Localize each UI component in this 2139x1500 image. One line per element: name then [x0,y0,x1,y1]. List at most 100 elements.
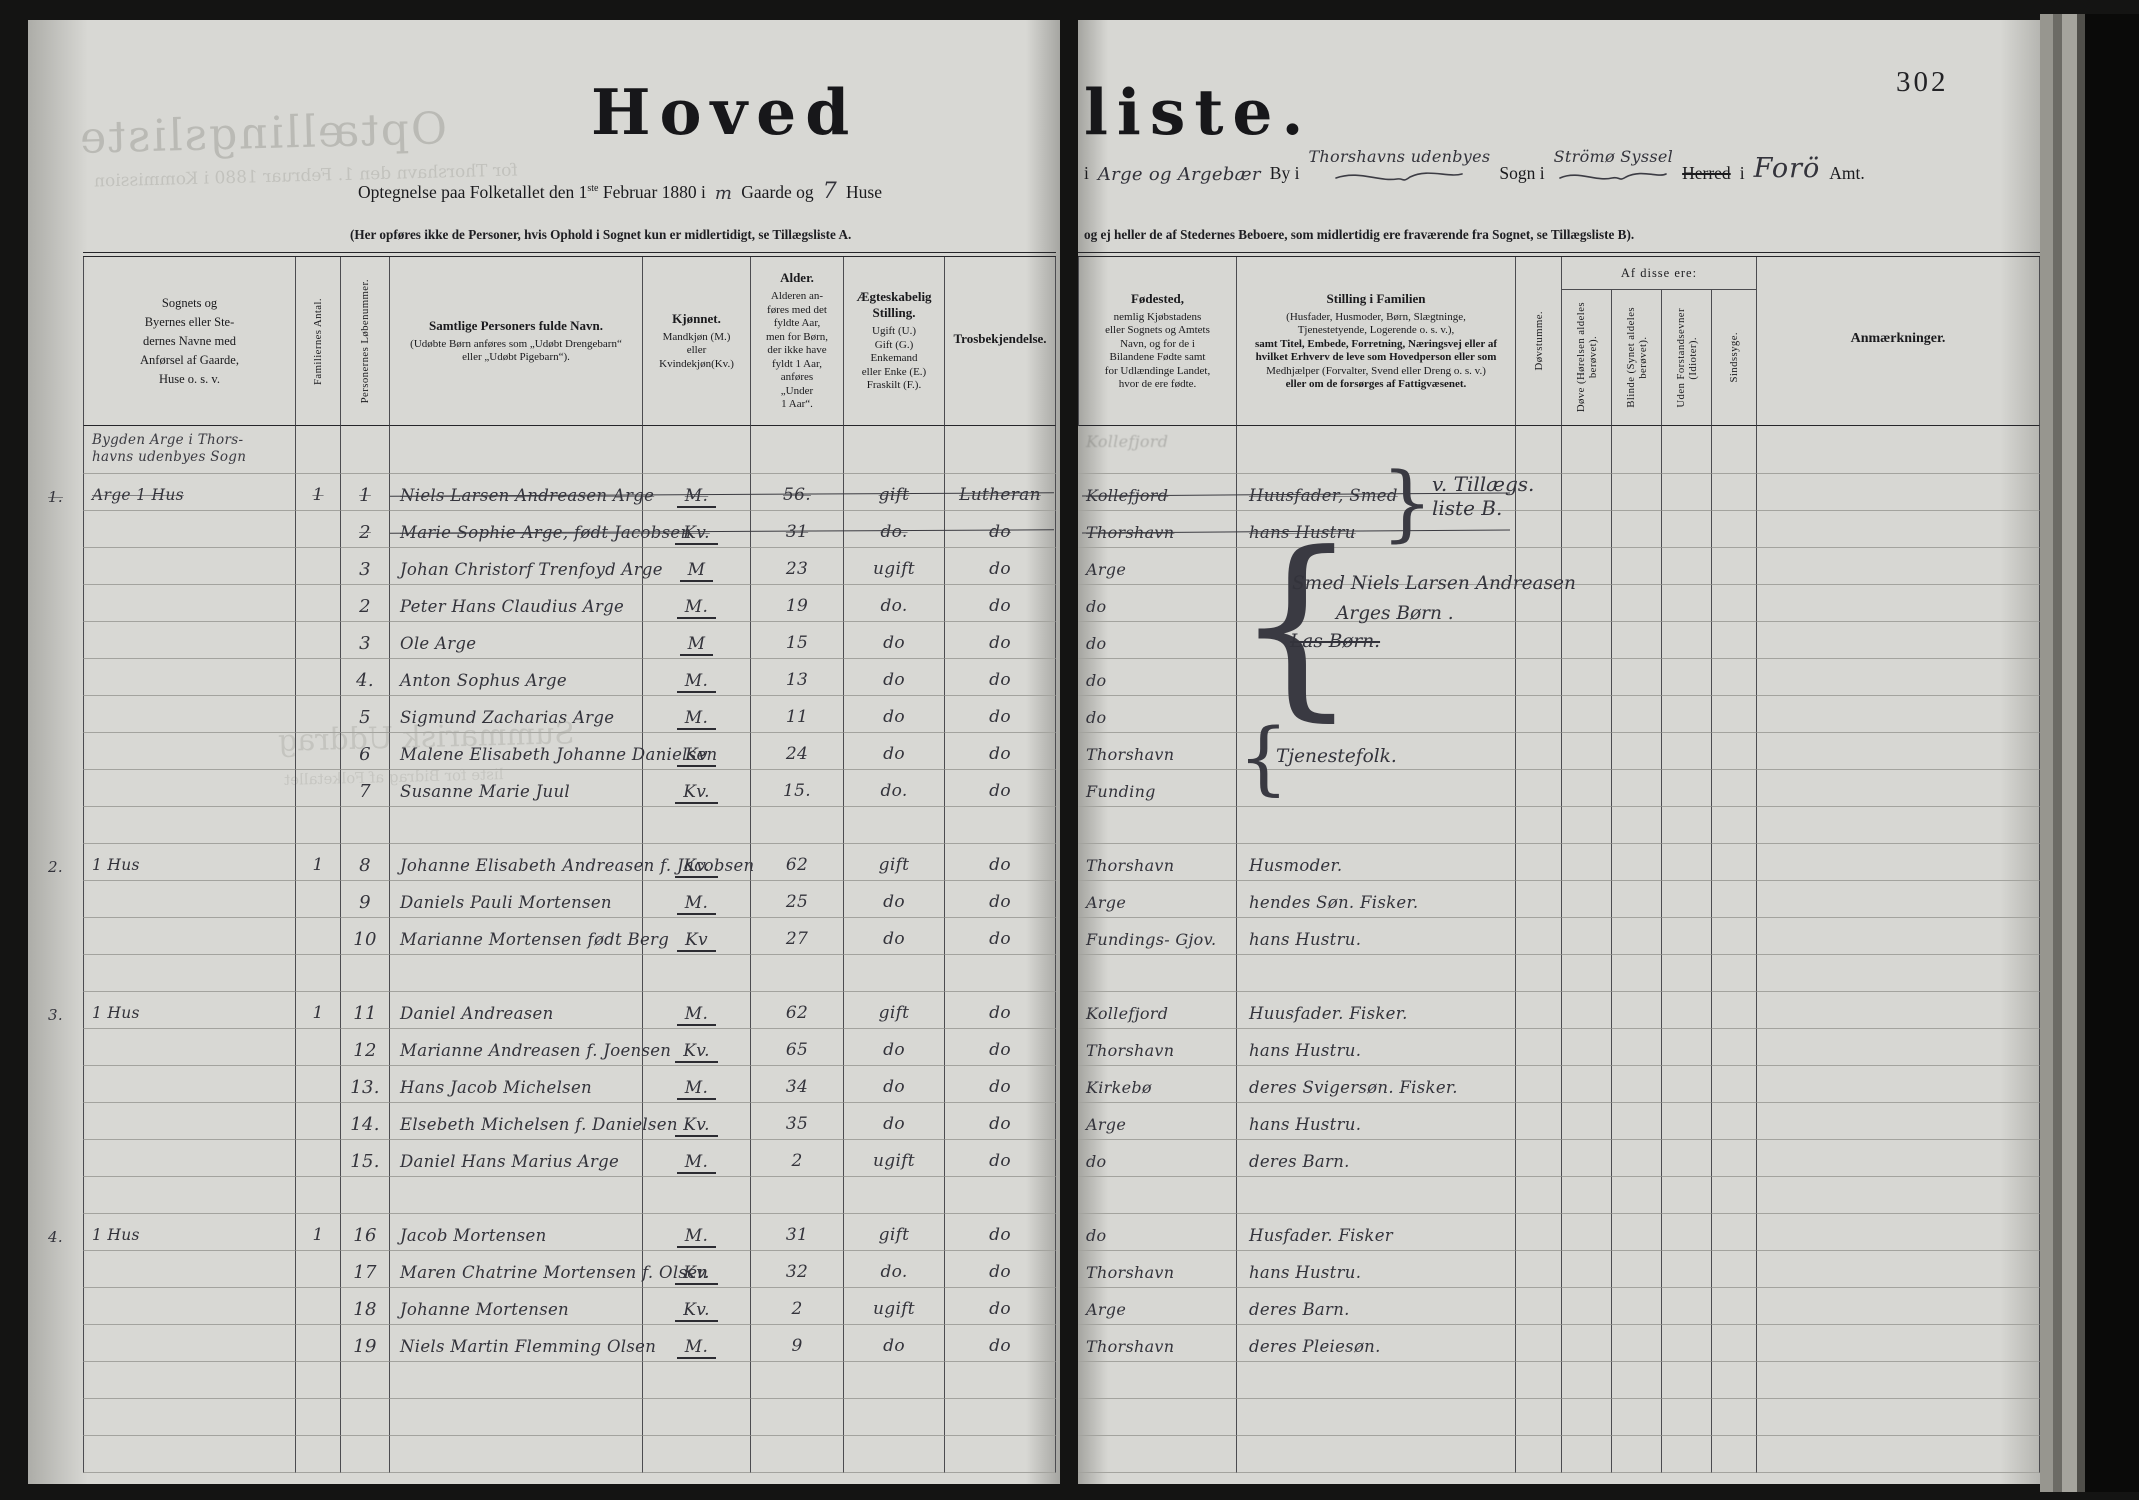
marital-status-cell [844,426,945,474]
religion-cell: do [945,1288,1056,1325]
column-header-family-position: Stilling i Familien (Husfader, Husmoder,… [1237,257,1516,426]
margin-number [28,426,83,474]
name-cell: Maren Chatrine Mortensen f. Olsen [390,1251,708,1288]
age-cell: 19 [751,585,844,622]
remarks-cell [1757,1029,2040,1066]
family-position-cell: deres Pleiesøn. [1237,1325,1516,1362]
family-position-cell: Husfader. Fisker [1237,1214,1516,1251]
margin-number [28,918,83,955]
census-table-right: Fødested, nemlig Kjøbstadens eller Sogne… [1078,252,2040,1473]
name-cell [390,955,643,992]
insane-cell [1712,1362,1757,1399]
sex-value: M. [676,1227,717,1248]
deaf-mute-cell [1516,1140,1562,1177]
margin-number [28,1140,83,1177]
age-cell: 62 [751,992,844,1029]
tillaegsliste-note: v. Tillægs. liste B. [1432,472,1535,520]
page-title-left: Hoved [591,75,859,149]
person-number-cell [341,1362,390,1399]
family-count-cell [296,1362,341,1399]
religion-cell: do [945,770,1056,807]
column-header-family-count: Familiernes Antal. [296,257,341,426]
deaf-mute-cell [1516,1399,1562,1436]
place-cell [83,770,296,807]
handwritten-sogn-name: Thorshavns udenbyes [1308,146,1490,184]
family-count-cell [296,918,341,955]
remarks-cell [1757,1177,2040,1214]
column-header-insane: Sindssyge. [1712,290,1757,426]
idiot-cell [1662,696,1712,733]
idiot-cell [1662,955,1712,992]
blind-cell [1612,1066,1662,1103]
margin-number: 1. [48,488,63,506]
birthplace-value: Thorshavn [1086,856,1175,875]
remarks-cell [1757,659,2040,696]
table-row: Kollefjord Huusfader, Smed [1078,474,2040,511]
person-number-cell: 13. [341,1066,390,1103]
column-header-deaf-mute: Døvstumme. [1516,257,1562,426]
remarks-cell [1757,844,2040,881]
sex-value: Kv. [675,1042,718,1063]
place-cell [83,1362,296,1399]
name-cell: Daniel Andreasen [390,992,643,1029]
marital-status-cell: gift [844,992,945,1029]
birthplace-cell: Kollefjord [1078,474,1237,511]
idiot-cell [1662,1362,1712,1399]
marital-status-cell: ugift [844,1140,945,1177]
deaf-cell [1562,1436,1612,1473]
remarks-cell [1757,1399,2040,1436]
remarks-cell [1757,1103,2040,1140]
age-cell: 31 [751,511,844,548]
remarks-cell [1757,511,2040,548]
marital-status-cell: do. [844,1251,945,1288]
birthplace-cell [1078,807,1237,844]
family-count-cell [296,659,341,696]
place-cell [83,1066,296,1103]
person-number-cell [341,955,390,992]
person-number-cell: 9 [341,881,390,918]
religion-cell [945,1177,1056,1214]
name-cell: Ole Arge [390,622,643,659]
blind-cell [1612,1325,1662,1362]
deaf-mute-cell [1516,1362,1562,1399]
scan-border [2085,14,2139,1492]
table-row [28,1399,1056,1436]
religion-cell: do [945,992,1056,1029]
place-cell: Bygden Arge i Thors- havns udenbyes Sogn [83,426,296,474]
sex-cell: M. [643,1140,751,1177]
birthplace-cell: Funding [1078,770,1237,807]
family-position-cell: hans Hustru. [1237,1029,1516,1066]
place-cell [83,881,296,918]
brace-icon: } [1381,456,1434,551]
family-count-cell [296,807,341,844]
blind-cell [1612,1288,1662,1325]
deaf-cell [1562,1288,1612,1325]
sex-cell: M. [643,881,751,918]
blind-cell [1612,548,1662,585]
page-edge-strip [2040,14,2053,1492]
birthplace-cell [1078,1177,1237,1214]
margin-number [28,1399,83,1436]
marital-status-cell [844,1436,945,1473]
person-number-cell: 18 [341,1288,390,1325]
religion-cell: do [945,1103,1056,1140]
remarks-cell [1757,770,2040,807]
birthplace-cell: Kirkebø [1078,1066,1237,1103]
birthplace-cell: Thorshavn [1078,733,1237,770]
sex-value: M [679,635,714,656]
person-number-cell: 3 [341,622,390,659]
remarks-cell [1757,881,2040,918]
place-cell [83,585,296,622]
margin-number [28,696,83,733]
insane-cell [1712,807,1757,844]
margin-number [28,511,83,548]
remarks-cell [1757,1288,2040,1325]
blind-cell [1612,659,1662,696]
page-number: 302 [1896,66,1949,98]
family-position-cell [1237,770,1516,807]
sex-cell: Kv. [643,1029,751,1066]
sex-value: M. [676,1005,717,1026]
page-edge-strip [2077,14,2085,1492]
age-cell [751,1399,844,1436]
blind-cell [1612,426,1662,474]
